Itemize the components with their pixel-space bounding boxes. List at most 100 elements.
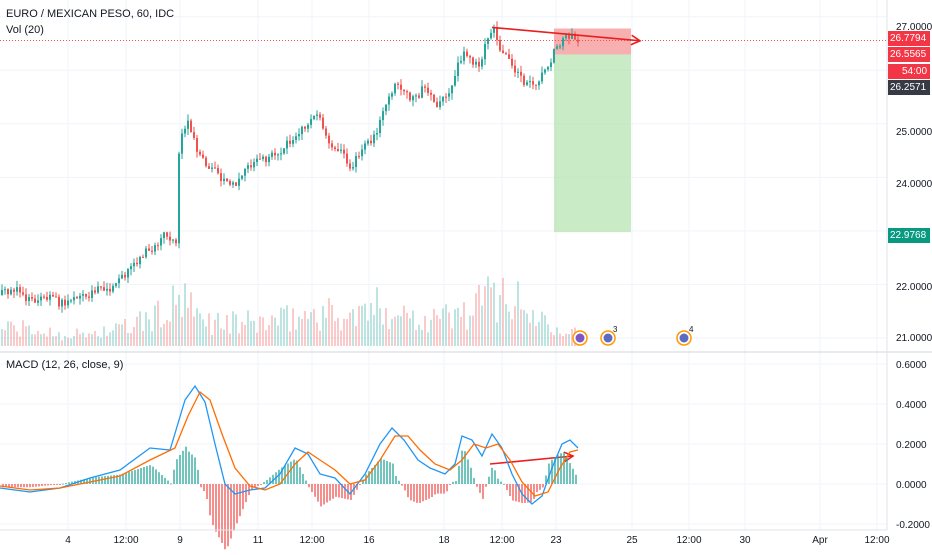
candle-body	[280, 153, 282, 155]
volume-bar	[76, 328, 78, 346]
time-label: 12:00	[676, 535, 701, 546]
macd-histogram-bar	[332, 484, 334, 499]
volume-bar	[328, 298, 330, 346]
volume-bar	[118, 324, 120, 346]
stop-price-tag: 26.7794	[888, 31, 930, 46]
macd-histogram-bar	[23, 484, 25, 488]
candlestick-series	[1, 21, 579, 313]
volume-bar	[466, 329, 468, 346]
event-badge-dot	[679, 333, 689, 343]
time-label: 12:00	[489, 535, 514, 546]
macd-histogram-bar	[278, 469, 280, 484]
macd-histogram-bar	[188, 451, 190, 484]
candle-body	[1, 290, 3, 296]
candle-body	[244, 168, 246, 176]
candle-body	[268, 156, 270, 163]
macd-histogram-bar	[86, 478, 88, 484]
macd-histogram-bar	[248, 484, 250, 496]
macd-legend[interactable]: MACD (12, 26, close, 9)	[6, 359, 124, 371]
macd-histogram-bar	[428, 484, 430, 499]
candle-body	[505, 53, 507, 55]
volume-bar	[136, 316, 138, 346]
candle-body	[334, 147, 336, 150]
time-axis[interactable]: 4 12:00 9 11 12:00 16 18 12:00 23 25 12:00 30 Apr 12:…	[65, 535, 890, 546]
candle-body	[22, 292, 24, 295]
candle-body	[190, 120, 192, 133]
volume-bar	[241, 321, 243, 346]
symbol-title[interactable]: EURO / MEXICAN PESO, 60, IDC	[6, 8, 175, 20]
candle-body	[499, 39, 501, 51]
volume-bar	[46, 336, 48, 346]
macd-histogram-bar	[431, 484, 433, 498]
macd-histogram-bar	[344, 484, 346, 499]
volume-bar	[109, 332, 111, 346]
price-tick: 24.0000	[896, 179, 932, 190]
position-tool[interactable]	[554, 28, 631, 233]
candle-body	[391, 93, 393, 97]
macd-histogram-bar	[515, 484, 517, 502]
macd-histogram-bar	[437, 484, 439, 494]
volume-bar	[460, 316, 462, 346]
volume-bar	[253, 320, 255, 346]
candle-body	[364, 143, 366, 150]
candle-body	[175, 239, 177, 244]
volume-bar	[49, 327, 51, 346]
candle-body	[25, 294, 27, 301]
candle-body	[58, 296, 60, 307]
candle-body	[115, 283, 117, 286]
candle-body	[370, 140, 372, 144]
volume-bar	[13, 325, 15, 346]
volume-bar	[421, 329, 423, 346]
macd-histogram-bar	[326, 484, 328, 503]
macd-histogram-bar	[572, 468, 574, 484]
trend-annotations[interactable]	[489, 26, 642, 465]
macd-histogram-bar	[221, 484, 223, 543]
volume-bar	[283, 308, 285, 346]
volume-bar	[10, 321, 12, 346]
candle-body	[373, 134, 375, 144]
macd-histogram-bar	[29, 484, 31, 488]
volume-bar	[292, 308, 294, 346]
volume-bar	[130, 332, 132, 346]
macd-histogram-bar	[35, 484, 37, 487]
volume-legend[interactable]: Vol (20)	[6, 24, 44, 36]
volume-bar	[43, 333, 45, 346]
candle-body	[487, 38, 489, 44]
candle-body	[409, 92, 411, 101]
volume-bar	[67, 337, 69, 346]
candle-body	[16, 287, 18, 292]
volume-bar	[397, 315, 399, 346]
macd-histogram-bar	[449, 484, 451, 485]
volume-bar	[355, 326, 357, 346]
volume-bar	[445, 304, 447, 346]
candle-body	[79, 295, 81, 299]
candle-body	[379, 119, 381, 133]
macd-histogram-bar	[215, 484, 217, 532]
macd-histogram-bar	[377, 461, 379, 484]
macd-histogram-bar	[455, 481, 457, 484]
candle-body	[376, 132, 378, 135]
candle-body	[124, 274, 126, 278]
volume-bar	[70, 338, 72, 346]
candle-body	[307, 124, 309, 129]
macd-histogram-bar	[302, 473, 304, 484]
candle-body	[427, 87, 429, 93]
macd-histogram	[2, 446, 577, 550]
candle-body	[64, 299, 66, 306]
volume-bar	[346, 319, 348, 346]
macd-histogram-bar	[125, 472, 127, 484]
volume-bar	[310, 312, 312, 346]
candle-body	[535, 84, 537, 86]
macd-axis[interactable]: 0.6000 0.4000 0.2000 0.0000 -0.2000	[896, 360, 930, 531]
volume-bar	[526, 313, 528, 346]
volume-bar	[82, 332, 84, 346]
volume-bar	[400, 316, 402, 346]
volume-bar	[187, 307, 189, 346]
candle-body	[271, 152, 273, 157]
candle-body	[121, 274, 123, 279]
volume-bar	[463, 302, 465, 346]
macd-histogram-bar	[395, 476, 397, 484]
macd-histogram-bar	[359, 484, 361, 485]
